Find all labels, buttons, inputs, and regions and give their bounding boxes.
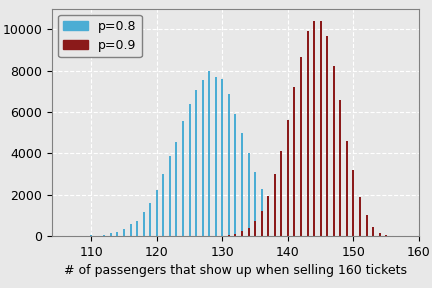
Bar <box>300 58 302 236</box>
Bar <box>254 221 256 236</box>
Bar <box>307 235 308 236</box>
Bar <box>260 211 263 236</box>
Bar <box>320 22 322 236</box>
Bar <box>143 213 145 236</box>
Bar <box>379 232 381 236</box>
Bar <box>215 77 217 236</box>
Bar <box>254 172 256 236</box>
Bar <box>117 232 118 236</box>
Bar <box>202 79 203 236</box>
Bar <box>274 213 276 236</box>
Bar <box>359 198 361 236</box>
Bar <box>280 151 283 236</box>
Bar <box>287 228 289 236</box>
Bar <box>293 231 295 236</box>
Bar <box>280 222 283 236</box>
Bar <box>156 190 158 236</box>
Bar <box>287 120 289 236</box>
Bar <box>221 79 223 236</box>
X-axis label: # of passengers that show up when selling 160 tickets: # of passengers that show up when sellin… <box>64 264 407 277</box>
Bar <box>365 215 368 236</box>
Bar <box>103 235 105 236</box>
Bar <box>385 235 387 236</box>
Bar <box>307 31 308 236</box>
Bar <box>130 224 131 236</box>
Bar <box>340 100 341 236</box>
Bar <box>149 203 151 236</box>
Bar <box>175 142 178 236</box>
Bar <box>228 94 230 236</box>
Bar <box>326 36 328 236</box>
Bar <box>300 234 302 236</box>
Bar <box>260 189 263 236</box>
Legend: p=0.8, p=0.9: p=0.8, p=0.9 <box>58 15 142 57</box>
Bar <box>123 229 125 236</box>
Bar <box>248 153 250 236</box>
Bar <box>208 71 210 236</box>
Bar <box>136 221 138 236</box>
Bar <box>267 202 269 236</box>
Bar <box>353 170 354 236</box>
Bar <box>169 156 171 236</box>
Bar <box>188 104 191 236</box>
Bar <box>293 86 295 236</box>
Bar <box>346 141 348 236</box>
Bar <box>182 121 184 236</box>
Bar <box>241 231 243 236</box>
Bar <box>267 196 269 236</box>
Bar <box>110 233 112 236</box>
Bar <box>372 227 374 236</box>
Bar <box>274 174 276 236</box>
Bar <box>235 234 236 236</box>
Bar <box>333 66 335 236</box>
Bar <box>228 235 230 236</box>
Bar <box>162 174 164 236</box>
Bar <box>195 90 197 236</box>
Bar <box>241 133 243 236</box>
Bar <box>248 228 250 236</box>
Bar <box>313 21 315 236</box>
Bar <box>235 114 236 236</box>
